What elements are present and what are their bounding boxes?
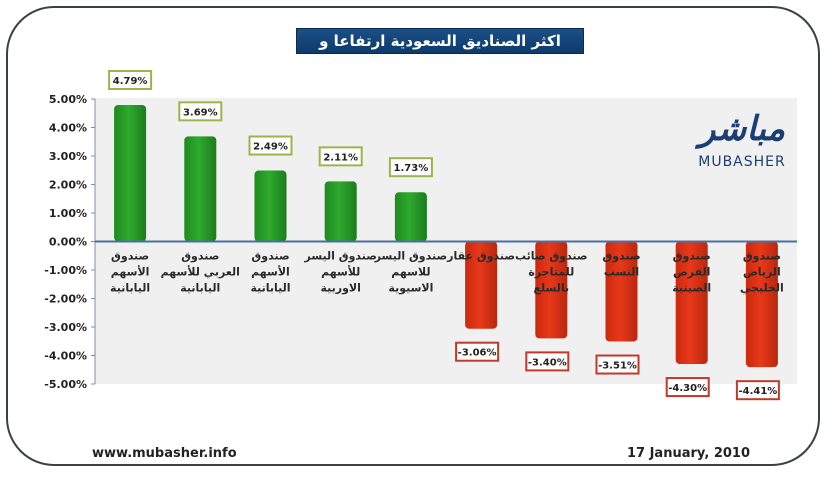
category-label: العربي للأسهم [161, 265, 240, 279]
data-label: 1.73% [394, 163, 429, 174]
y-tick-label: -2.00% [44, 293, 87, 306]
category-label: صندوق اليسر [374, 250, 447, 263]
y-tick-label: 1.00% [49, 207, 87, 220]
y-tick-label: -5.00% [44, 378, 87, 391]
bar [254, 170, 287, 242]
y-tick-label: -1.00% [44, 264, 87, 277]
chart-title: اكثر الصناديق السعودية ارتفاعا و تراجعا [296, 28, 584, 74]
data-label-box [525, 351, 570, 372]
footer-url[interactable]: www.mubasher.info [92, 446, 237, 461]
data-label-box [178, 101, 223, 122]
y-tick-label: 0.00% [49, 236, 87, 249]
category-label: الاوربية [320, 282, 360, 295]
category-label: الأسهم [111, 265, 150, 279]
bar [324, 181, 357, 242]
category-label: اليابانية [110, 282, 150, 295]
logo-english: MUBASHER [698, 154, 786, 170]
category-label: النسب [604, 266, 639, 279]
data-label-box [108, 69, 153, 90]
bar [535, 241, 568, 339]
logo-arabic: مباشر [698, 109, 786, 149]
data-label: 4.79% [113, 76, 148, 87]
category-label: للاسهم [391, 266, 430, 279]
category-label: للمتاجرة [528, 266, 574, 279]
data-label: -4.41% [738, 386, 777, 397]
bar [745, 241, 778, 368]
data-label-box [595, 354, 640, 375]
category-label: صندوق [111, 250, 149, 263]
category-label: صندوق عقار [446, 250, 515, 263]
y-tick-label: 3.00% [49, 150, 87, 163]
data-label: -4.30% [668, 383, 707, 394]
data-label-box [665, 377, 710, 398]
category-label: صندوق [251, 250, 289, 263]
category-label: صندوق [673, 250, 711, 263]
data-label-box [735, 380, 780, 401]
category-label: صندوق [743, 250, 781, 263]
data-label-box [388, 157, 433, 178]
bar [394, 192, 427, 242]
footer-date: 17 January, 2010 [626, 446, 750, 461]
data-label-box [248, 135, 293, 156]
data-label: -3.40% [528, 357, 567, 368]
data-label-box [455, 341, 500, 362]
category-label: اليابانية [250, 282, 290, 295]
category-label: الخليجي [740, 282, 784, 295]
data-label: -3.51% [598, 361, 637, 372]
category-label: صندوق صائب [515, 250, 588, 263]
y-tick-label: 5.00% [49, 93, 87, 106]
data-label: 2.49% [253, 142, 288, 153]
category-label: الأسهم [251, 265, 290, 279]
data-label: 3.69% [183, 107, 218, 118]
category-label: صندوق [181, 250, 219, 263]
category-label: الفرص [673, 266, 710, 279]
bar [605, 241, 638, 342]
bar [114, 104, 147, 242]
mubasher-logo: مباشر MUBASHER [694, 110, 790, 180]
category-label: بالسلع [534, 282, 570, 295]
y-tick-label: 2.00% [49, 179, 87, 192]
data-label-box [318, 146, 363, 167]
bar [675, 241, 708, 365]
data-label: -3.06% [458, 348, 497, 359]
category-label: اليابانية [180, 282, 220, 295]
category-label: الرياض [743, 266, 781, 279]
bar [184, 136, 217, 242]
data-label: 2.11% [323, 152, 358, 163]
y-tick-label: -3.00% [44, 321, 87, 334]
category-label: الاسيوية [388, 282, 433, 295]
category-label: صندوق [602, 250, 640, 263]
category-label: للأسهم [321, 265, 360, 279]
category-label: الصينية [672, 282, 711, 295]
y-tick-label: 4.00% [49, 122, 87, 135]
bar [465, 241, 498, 329]
y-tick-label: -4.00% [44, 350, 87, 363]
category-label: صندوق اليسر [303, 250, 376, 263]
